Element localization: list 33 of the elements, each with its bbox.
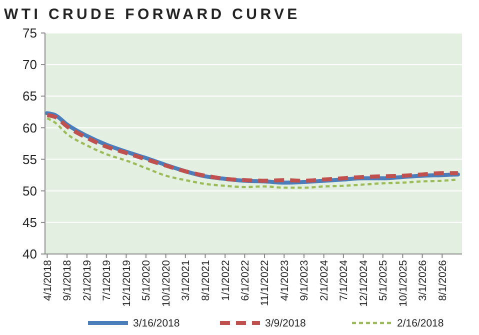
y-tick-label: 70 xyxy=(22,57,37,72)
x-tick-label: 12/1/2024 xyxy=(358,260,370,307)
legend-label: 2/16/2018 xyxy=(397,318,444,330)
y-tick-label: 50 xyxy=(22,183,37,198)
x-tick-label: 2/1/2024 xyxy=(318,260,330,301)
x-tick-label: 2/1/2019 xyxy=(82,260,94,301)
y-tick-label: 60 xyxy=(22,120,37,136)
chart-title: WTI CRUDE FORWARD CURVE xyxy=(4,6,300,23)
legend-label: 3/16/2018 xyxy=(133,318,180,330)
x-tick-label: 5/1/2025 xyxy=(378,260,390,301)
x-tick-label: 4/1/2018 xyxy=(42,260,54,301)
x-tick-label: 11/1/2022 xyxy=(259,260,272,306)
x-tick-label: 7/1/2024 xyxy=(338,260,350,301)
y-tick-label: 45 xyxy=(22,214,37,230)
x-tick-label: 8/1/2026 xyxy=(436,260,449,301)
legend-label: 3/9/2018 xyxy=(265,318,306,330)
y-tick-label: 55 xyxy=(22,152,37,167)
x-tick-label: 4/1/2023 xyxy=(278,260,291,301)
x-tick-label: 10/1/2025 xyxy=(397,260,410,307)
x-tick-label: 8/1/2021 xyxy=(200,260,212,301)
x-tick-label: 10/1/2020 xyxy=(160,260,172,307)
x-tick-label: 3/1/2021 xyxy=(180,260,192,301)
x-tick-label: 3/1/2026 xyxy=(416,260,429,301)
y-tick-label: 75 xyxy=(22,26,37,41)
x-tick-label: 1/1/2022 xyxy=(220,260,232,301)
y-tick-label: 65 xyxy=(22,88,37,104)
y-tick-label: 40 xyxy=(22,246,37,262)
x-tick-label: 6/1/2022 xyxy=(239,260,252,301)
x-tick-label: 12/1/2019 xyxy=(120,260,133,307)
x-tick-label: 7/1/2019 xyxy=(101,260,114,301)
x-tick-label: 9/1/2018 xyxy=(62,260,74,301)
x-tick-label: 5/1/2020 xyxy=(140,260,153,301)
x-tick-label: 9/1/2023 xyxy=(298,260,311,301)
